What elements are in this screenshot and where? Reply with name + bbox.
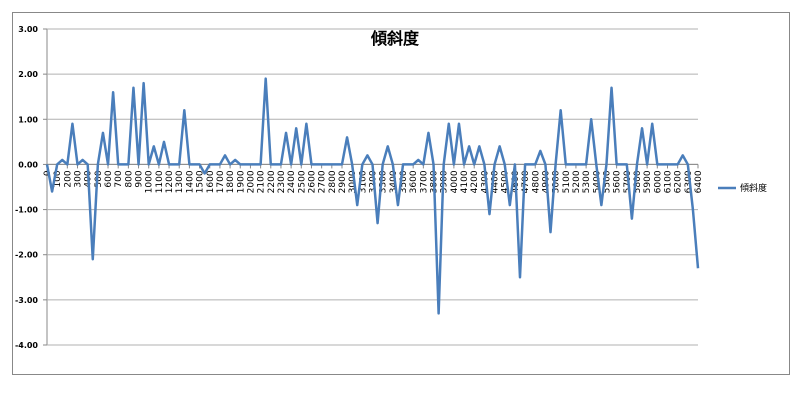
y-tick-label: 2.00 <box>18 70 38 79</box>
x-tick-label: 1800 <box>226 170 236 193</box>
x-tick-label: 1600 <box>206 170 216 193</box>
x-tick-label: 4200 <box>470 170 480 193</box>
x-tick-label: 3100 <box>358 170 368 193</box>
x-tick-label: 2600 <box>307 170 317 193</box>
x-tick-label: 500 <box>94 170 104 187</box>
x-tick-label: 2300 <box>277 170 287 193</box>
x-tick-label: 5900 <box>643 170 653 193</box>
x-tick-label: 4100 <box>460 170 470 193</box>
y-tick-label: -2.00 <box>15 251 38 260</box>
x-tick-label: 2100 <box>257 170 267 193</box>
x-tick-label: 1000 <box>145 170 155 193</box>
x-tick-label: 700 <box>114 170 124 187</box>
x-tick-label: 900 <box>135 170 145 187</box>
x-tick-label: 600 <box>104 170 114 187</box>
y-tick-label: -1.00 <box>15 206 38 215</box>
x-tick-label: 800 <box>124 170 134 187</box>
x-tick-label: 3700 <box>419 170 429 193</box>
x-tick-label: 4400 <box>491 170 501 193</box>
chart-title: 傾斜度 <box>370 29 420 48</box>
x-tick-label: 200 <box>63 170 73 187</box>
y-tick-label: -4.00 <box>15 341 38 350</box>
y-tick-label: 1.00 <box>18 115 38 124</box>
x-tick-label: 2500 <box>297 170 307 193</box>
x-tick-label: 2200 <box>267 170 277 193</box>
x-tick-label: 3500 <box>399 170 409 193</box>
x-tick-label: 2800 <box>328 170 338 193</box>
x-tick-label: 300 <box>74 170 84 187</box>
x-tick-label: 6000 <box>653 170 663 193</box>
data-line <box>45 77 700 315</box>
x-tick-label: 2900 <box>338 170 348 193</box>
x-tick-label: 2700 <box>318 170 328 193</box>
x-tick-label: 5000 <box>552 170 562 193</box>
x-tick-label: 2000 <box>246 170 256 193</box>
x-tick-label: 5600 <box>613 170 623 193</box>
x-tick-label: 5300 <box>582 170 592 193</box>
x-tick-label: 1500 <box>196 170 206 193</box>
x-tick-label: 3300 <box>379 170 389 193</box>
x-tick-label: 2400 <box>287 170 297 193</box>
x-tick-label: 3900 <box>440 170 450 193</box>
x-tick-label: 1300 <box>175 170 185 193</box>
x-tick-label: 100 <box>53 170 63 187</box>
x-tick-label: 5100 <box>562 170 572 193</box>
x-tick-label: 4700 <box>521 170 531 193</box>
x-tick-label: 5500 <box>602 170 612 193</box>
legend-label: 傾斜度 <box>740 182 767 194</box>
x-tick-label: 1900 <box>236 170 246 193</box>
y-tick-label: 3.00 <box>18 25 38 34</box>
x-tick-label: 6400 <box>694 170 704 193</box>
x-tick-label: 5800 <box>633 170 643 193</box>
x-tick-label: 1100 <box>155 170 165 193</box>
x-tick-label: 3600 <box>409 170 419 193</box>
x-tick-label: 1400 <box>185 170 195 193</box>
x-tick-label: 6200 <box>674 170 684 193</box>
x-tick-label: 1700 <box>216 170 226 193</box>
chart-border <box>12 12 790 375</box>
x-tick-label: 4000 <box>450 170 460 193</box>
x-tick-label: 6100 <box>663 170 673 193</box>
x-tick-label: 4800 <box>531 170 541 193</box>
x-tick-label: 5200 <box>572 170 582 193</box>
x-tick-label: 1200 <box>165 170 175 193</box>
y-tick-label: 0.00 <box>18 160 38 169</box>
y-tick-label: -3.00 <box>15 296 38 305</box>
